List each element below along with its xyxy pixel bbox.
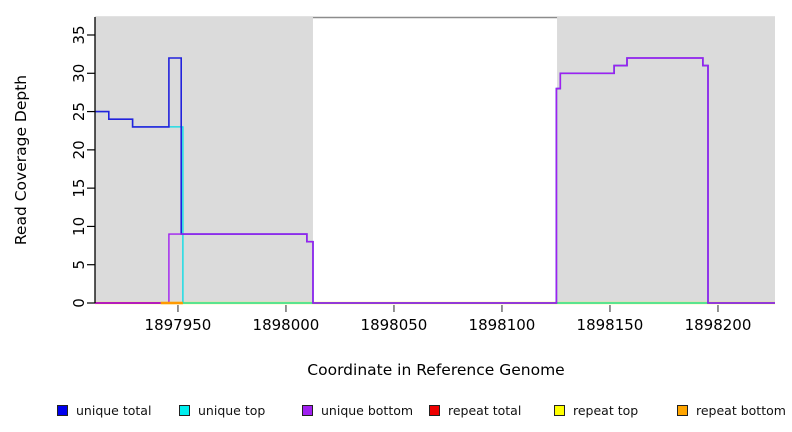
- x-tick-label: 1898100: [469, 316, 536, 334]
- x-tick-label: 1898050: [361, 316, 428, 334]
- x-tick-label: 1898200: [685, 316, 752, 334]
- repeat-bottom-swatch-icon: [677, 404, 688, 416]
- x-tick-label: 1898150: [577, 316, 644, 334]
- series-unique-bottom-line: [95, 57, 775, 304]
- legend-label: unique top: [198, 402, 266, 418]
- unique-total-swatch-icon: [57, 404, 68, 416]
- x-tick-label: 1897950: [145, 316, 212, 334]
- unique-bottom-swatch-icon: [302, 404, 313, 416]
- shaded-region-2: [557, 17, 775, 303]
- y-tick-label: 30: [70, 64, 88, 83]
- y-tick-label: 25: [70, 102, 88, 121]
- x-axis-title: Coordinate in Reference Genome: [307, 361, 565, 379]
- legend-label: repeat top: [573, 402, 639, 418]
- y-axis-title: Read Coverage Depth: [12, 74, 30, 246]
- y-tick-label: 5: [70, 260, 88, 270]
- legend-entry-unique-total: unique total: [57, 402, 151, 418]
- y-tick-label: 15: [70, 179, 88, 198]
- y-tick-label: 20: [70, 140, 88, 159]
- x-tick-label: 1898000: [253, 316, 320, 334]
- legend-entry-repeat-total: repeat total: [429, 402, 521, 418]
- y-tick-label: 35: [70, 25, 88, 44]
- legend-label: unique total: [76, 402, 152, 418]
- shaded-region-1: [95, 17, 313, 303]
- legend-entry-repeat-top: repeat top: [554, 402, 638, 418]
- legend: unique total unique top unique bottom re…: [0, 400, 792, 424]
- legend-entry-unique-top: unique top: [179, 402, 265, 418]
- repeat-top-swatch-icon: [554, 404, 565, 416]
- legend-label: unique bottom: [321, 402, 414, 418]
- y-tick-label: 0: [70, 298, 88, 308]
- legend-entry-repeat-bottom: repeat bottom: [677, 402, 786, 418]
- repeat-total-swatch-icon: [429, 404, 440, 416]
- legend-entry-unique-bottom: unique bottom: [302, 402, 413, 418]
- y-tick-label: 10: [70, 217, 88, 236]
- unique-top-swatch-icon: [179, 404, 190, 416]
- legend-label: repeat bottom: [696, 402, 786, 418]
- legend-label: repeat total: [448, 402, 522, 418]
